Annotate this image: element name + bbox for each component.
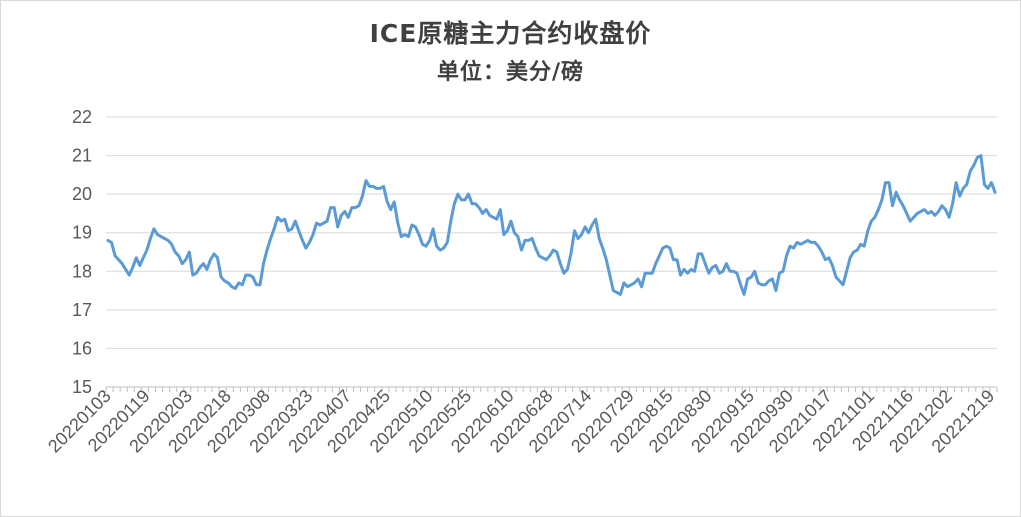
series-layer <box>106 154 997 296</box>
grid-lines <box>106 116 997 349</box>
price-series-line <box>106 154 997 296</box>
y-tick-label: 16 <box>72 338 92 358</box>
y-tick-label: 15 <box>72 377 92 397</box>
y-tick-label: 17 <box>72 300 92 320</box>
y-axis: 15 16 17 18 19 20 21 22 <box>72 107 92 397</box>
x-axis: 2022010320220119202202032022021820220308… <box>44 386 998 457</box>
y-tick-label: 21 <box>72 146 92 166</box>
y-tick-label: 20 <box>72 184 92 204</box>
y-tick-label: 22 <box>72 107 92 127</box>
y-tick-label: 19 <box>72 223 92 243</box>
chart-subtitle: 单位：美分/磅 <box>436 60 585 85</box>
y-tick-label: 18 <box>72 261 92 281</box>
chart-title: ICE原糖主力合约收盘价 <box>369 19 652 48</box>
